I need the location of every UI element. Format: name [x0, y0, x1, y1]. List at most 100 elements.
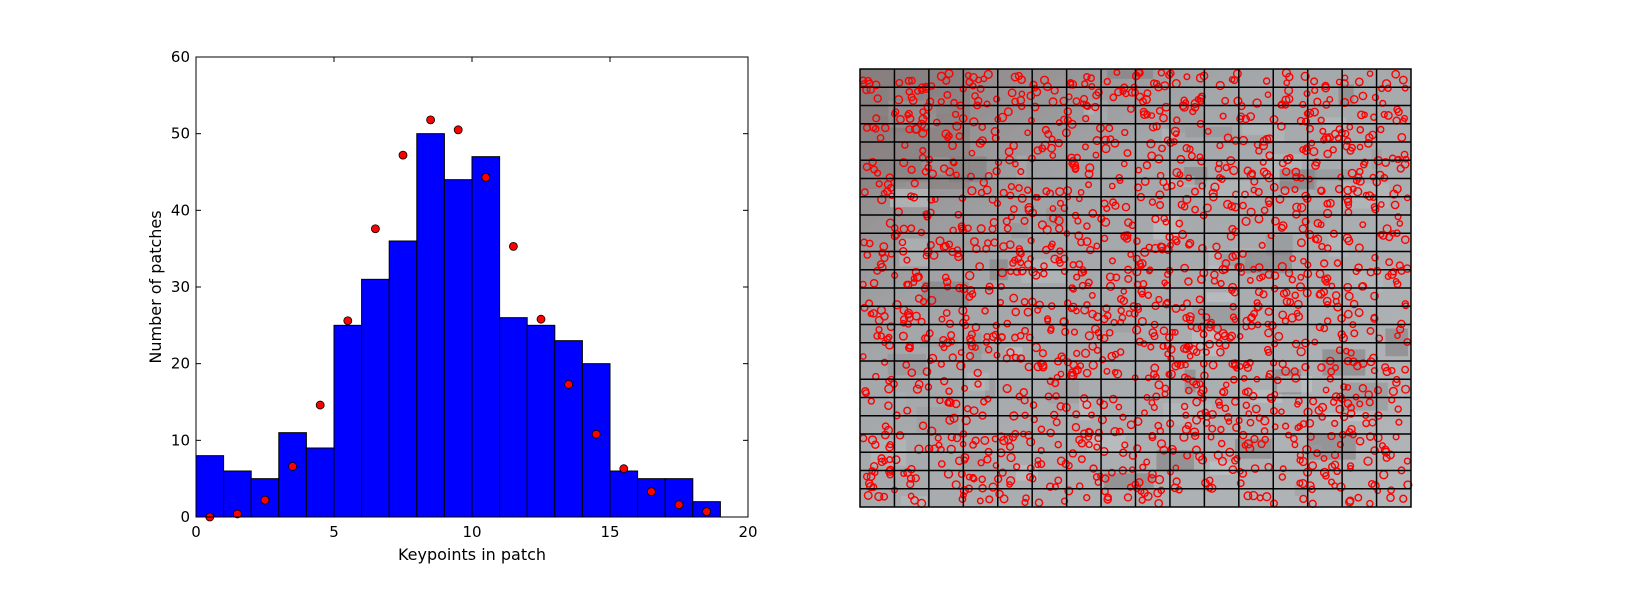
keypoint-marker: [1280, 186, 1290, 196]
keypoint-marker: [937, 98, 945, 106]
keypoint-marker: [1028, 267, 1038, 277]
keypoint-marker: [1142, 161, 1152, 170]
keypoint-marker: [1205, 339, 1214, 349]
keypoint-marker: [1298, 478, 1308, 489]
keypoint-marker: [1340, 383, 1348, 391]
keypoint-marker: [1080, 394, 1089, 403]
keypoint-marker: [1279, 465, 1287, 473]
keypoint-marker: [1111, 368, 1119, 376]
keypoint-marker: [964, 71, 972, 79]
keypoint-marker: [1371, 205, 1380, 214]
keypoint-marker: [1176, 154, 1186, 164]
keypoint-marker: [1222, 163, 1230, 172]
keypoint-marker: [1049, 152, 1057, 159]
keypoint-marker: [1227, 331, 1237, 341]
keypoint-marker: [885, 443, 894, 452]
keypoint-marker: [871, 124, 880, 133]
keypoint-marker: [1024, 129, 1031, 137]
keypoint-marker: [1143, 110, 1151, 119]
keypoint-marker: [941, 241, 950, 251]
keypoint-marker: [1067, 153, 1076, 163]
keypoint-marker: [1167, 181, 1176, 190]
keypoint-marker: [1270, 340, 1279, 348]
keypoint-marker: [1270, 271, 1280, 281]
keypoint-marker: [1332, 364, 1339, 372]
keypoint-marker: [1320, 454, 1328, 462]
keypoint-marker: [1346, 496, 1355, 505]
keypoint-marker: [1180, 263, 1190, 273]
keypoint-marker: [1007, 88, 1017, 98]
keypoint-marker: [1301, 362, 1310, 372]
keypoint-marker: [1088, 82, 1096, 90]
keypoint-marker: [908, 96, 918, 105]
data-point: [619, 464, 629, 474]
keypoint-marker: [1175, 219, 1184, 228]
keypoint-marker: [898, 238, 907, 247]
terrain-block: [1083, 108, 1094, 115]
keypoint-marker: [1297, 273, 1305, 281]
keypoint-marker: [1180, 96, 1188, 104]
keypoint-marker: [1111, 201, 1120, 210]
y-tick-label: 50: [171, 125, 190, 143]
keypoint-marker: [1312, 158, 1321, 167]
keypoint-marker: [1400, 150, 1409, 159]
keypoint-marker: [899, 315, 909, 324]
keypoint-marker: [971, 436, 980, 445]
keypoint-marker: [1370, 291, 1379, 301]
keypoint-marker: [958, 495, 967, 504]
keypoint-marker: [980, 398, 988, 406]
keypoint-marker: [1119, 413, 1127, 421]
keypoint-marker: [1182, 194, 1192, 204]
keypoint-marker: [1105, 124, 1114, 133]
histogram-bar: [388, 240, 418, 518]
keypoint-marker: [907, 165, 916, 174]
y-tick-label: 40: [171, 201, 190, 219]
keypoint-marker: [1389, 268, 1398, 276]
keypoint-marker: [1354, 493, 1363, 502]
keypoint-marker: [977, 136, 987, 146]
keypoint-marker: [1259, 158, 1267, 166]
data-point: [564, 379, 573, 389]
keypoint-marker: [1281, 95, 1291, 105]
keypoint-marker: [1210, 270, 1219, 279]
keypoint-marker: [1319, 467, 1330, 478]
keypoint-marker: [1006, 452, 1016, 463]
keypoint-marker: [863, 490, 873, 500]
keypoint-marker: [1059, 317, 1069, 327]
keypoint-marker: [1282, 288, 1291, 297]
keypoint-marker: [1257, 439, 1266, 449]
keypoint-marker: [919, 146, 927, 155]
keypoint-marker: [1334, 134, 1342, 142]
keypoint-marker: [985, 282, 994, 291]
keypoint-marker: [1150, 363, 1160, 373]
keypoint-marker: [1346, 462, 1355, 470]
keypoint-marker: [1070, 328, 1079, 336]
keypoint-marker: [868, 157, 877, 167]
keypoint-marker: [903, 256, 911, 264]
keypoint-marker: [1274, 331, 1284, 341]
keypoint-marker: [1071, 165, 1080, 174]
keypoint-marker: [1392, 184, 1402, 194]
keypoint-marker: [1166, 69, 1175, 78]
keypoint-marker: [1371, 253, 1379, 262]
keypoint-marker: [1003, 224, 1012, 233]
keypoint-marker: [919, 108, 927, 116]
keypoint-marker: [1359, 221, 1367, 229]
terrain-block: [983, 445, 1001, 465]
keypoint-marker: [1299, 100, 1307, 109]
data-point: [288, 461, 298, 471]
keypoint-marker: [1044, 392, 1053, 401]
keypoint-marker: [871, 80, 881, 90]
keypoint-marker: [903, 406, 912, 415]
keypoint-marker: [943, 90, 952, 99]
keypoint-marker: [1310, 107, 1319, 117]
keypoint-marker: [1177, 200, 1186, 209]
keypoint-marker: [1366, 267, 1376, 277]
keypoint-marker: [1370, 446, 1379, 455]
keypoint-marker: [906, 479, 915, 489]
histogram-bar: [637, 478, 666, 518]
keypoint-marker: [1301, 117, 1311, 126]
data-point: [481, 172, 491, 182]
keypoint-marker: [1029, 80, 1038, 89]
keypoint-marker: [1037, 425, 1046, 434]
